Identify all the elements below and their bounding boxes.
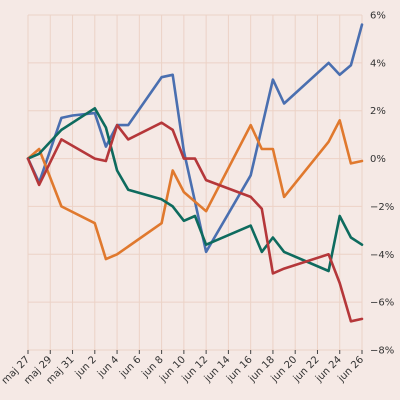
series-line-4 (26, 121, 364, 323)
y-tick-label: 0% (370, 154, 386, 165)
x-tick-label: jun 6 (117, 354, 143, 380)
series-line-1 (26, 23, 364, 254)
series-line-3 (26, 107, 364, 273)
y-tick-label: −2% (370, 202, 394, 213)
x-tick-label: jun 2 (73, 354, 99, 380)
series-lines (26, 23, 364, 323)
y-tick-label: 2% (370, 106, 386, 117)
y-tick-label: −6% (370, 298, 394, 309)
y-tick-label: 6% (370, 11, 386, 22)
grid (27, 14, 363, 351)
x-tick-label: jun 4 (95, 354, 121, 380)
y-tick-label: 4% (370, 58, 386, 69)
y-tick-label: −8% (370, 346, 394, 357)
y-tick-label: −4% (370, 250, 394, 261)
y-axis-ticks: 6% 4% 2% 0% −2% −4% −6% −8% (370, 11, 394, 357)
series-line-2 (26, 119, 364, 261)
